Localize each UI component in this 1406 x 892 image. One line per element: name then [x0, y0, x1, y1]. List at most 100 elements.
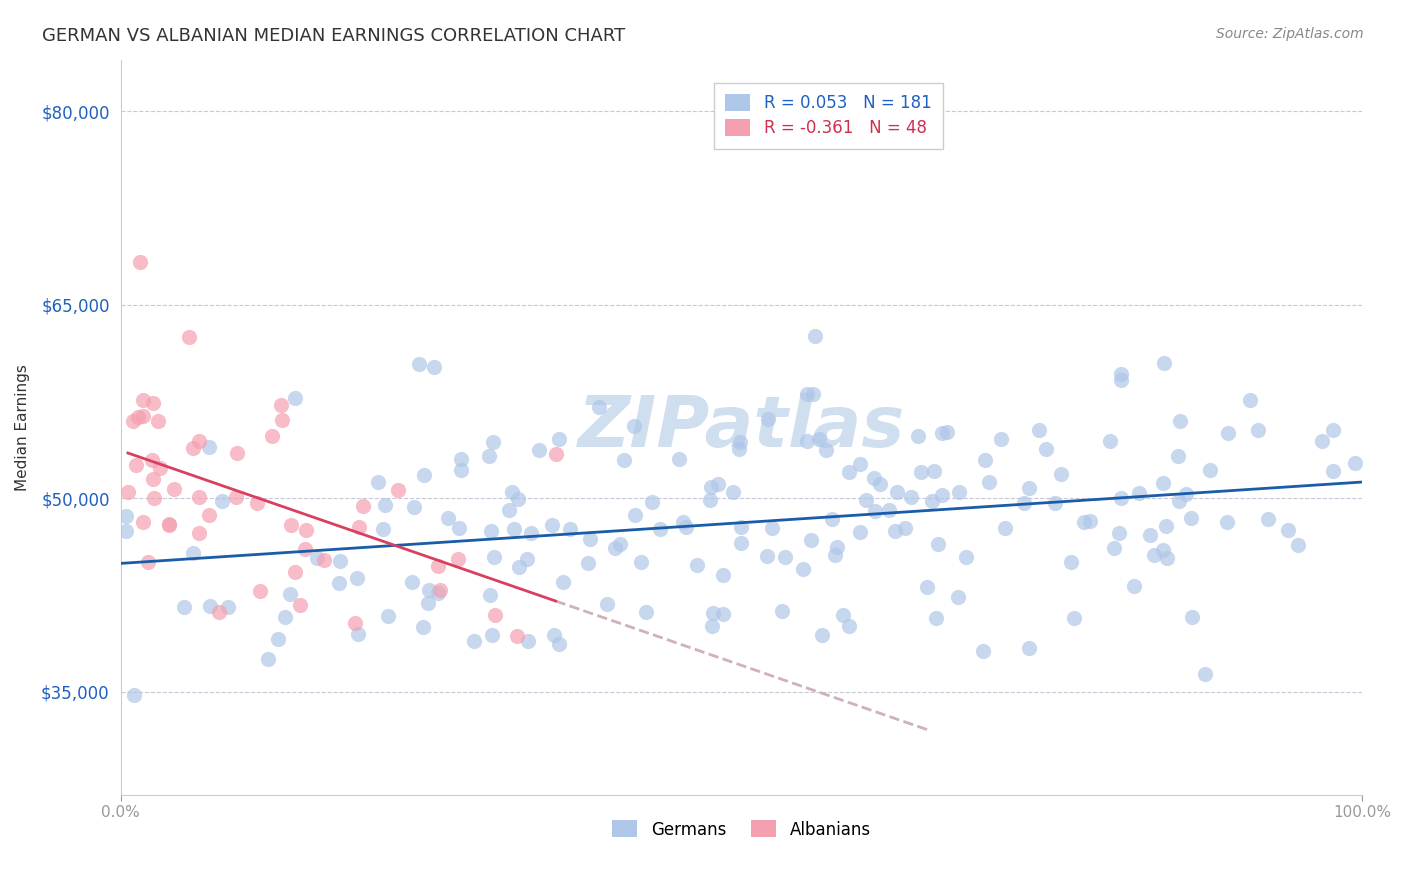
Point	[1109, 491, 1132, 505]
Point	[1152, 476, 1174, 491]
Point	[1322, 464, 1344, 478]
Point	[849, 525, 872, 540]
Point	[343, 615, 366, 630]
Point	[1109, 374, 1132, 388]
Point	[815, 443, 838, 458]
Point	[162, 482, 184, 496]
Point	[294, 541, 316, 556]
Point	[115, 524, 138, 538]
Point	[1109, 368, 1132, 382]
Point	[924, 464, 946, 478]
Point	[249, 584, 271, 599]
Point	[418, 596, 440, 610]
Point	[730, 435, 752, 450]
Point	[437, 510, 460, 524]
Point	[257, 652, 280, 666]
Point	[838, 619, 860, 633]
Text: ZIPatlas: ZIPatlas	[578, 392, 905, 462]
Text: Source: ZipAtlas.com: Source: ZipAtlas.com	[1216, 27, 1364, 41]
Legend: Germans, Albanians: Germans, Albanians	[606, 814, 877, 846]
Point	[1180, 511, 1202, 525]
Point	[143, 491, 166, 505]
Point	[450, 451, 472, 466]
Point	[877, 502, 900, 516]
Point	[609, 537, 631, 551]
Point	[1286, 538, 1309, 552]
Point	[849, 457, 872, 471]
Point	[543, 628, 565, 642]
Point	[177, 330, 200, 344]
Point	[972, 644, 994, 658]
Point	[948, 485, 970, 500]
Point	[157, 517, 180, 532]
Point	[122, 414, 145, 428]
Point	[560, 522, 582, 536]
Point	[699, 480, 721, 494]
Point	[1322, 423, 1344, 437]
Point	[463, 634, 485, 648]
Point	[1018, 640, 1040, 655]
Point	[1035, 442, 1057, 456]
Point	[149, 461, 172, 475]
Point	[427, 559, 450, 574]
Point	[481, 434, 503, 449]
Point	[925, 611, 948, 625]
Point	[503, 522, 526, 536]
Point	[973, 453, 995, 467]
Point	[1247, 423, 1270, 437]
Point	[756, 411, 779, 425]
Point	[910, 466, 932, 480]
Point	[142, 396, 165, 410]
Point	[117, 484, 139, 499]
Point	[588, 400, 610, 414]
Point	[869, 477, 891, 491]
Point	[1277, 523, 1299, 537]
Point	[576, 556, 599, 570]
Point	[347, 519, 370, 533]
Point	[371, 522, 394, 536]
Point	[990, 432, 1012, 446]
Point	[551, 574, 574, 589]
Point	[427, 586, 450, 600]
Point	[412, 620, 434, 634]
Point	[596, 598, 619, 612]
Point	[544, 447, 567, 461]
Point	[855, 492, 877, 507]
Point	[1078, 514, 1101, 528]
Point	[927, 537, 949, 551]
Point	[181, 441, 204, 455]
Point	[756, 549, 779, 563]
Point	[198, 599, 221, 614]
Point	[994, 521, 1017, 535]
Point	[479, 524, 502, 539]
Point	[429, 582, 451, 597]
Point	[404, 500, 426, 514]
Point	[761, 521, 783, 535]
Point	[979, 475, 1001, 489]
Point	[1174, 487, 1197, 501]
Point	[127, 409, 149, 424]
Point	[605, 541, 627, 555]
Point	[900, 490, 922, 504]
Point	[825, 540, 848, 554]
Point	[377, 609, 399, 624]
Point	[1168, 414, 1191, 428]
Point	[481, 628, 503, 642]
Point	[1156, 550, 1178, 565]
Point	[686, 558, 709, 572]
Point	[183, 546, 205, 560]
Point	[773, 550, 796, 565]
Point	[450, 463, 472, 477]
Point	[198, 441, 221, 455]
Point	[1123, 579, 1146, 593]
Point	[187, 490, 209, 504]
Point	[548, 637, 571, 651]
Point	[188, 434, 211, 448]
Point	[270, 398, 292, 412]
Point	[1343, 456, 1365, 470]
Point	[808, 432, 831, 446]
Point	[821, 512, 844, 526]
Point	[346, 571, 368, 585]
Point	[915, 580, 938, 594]
Point	[208, 605, 231, 619]
